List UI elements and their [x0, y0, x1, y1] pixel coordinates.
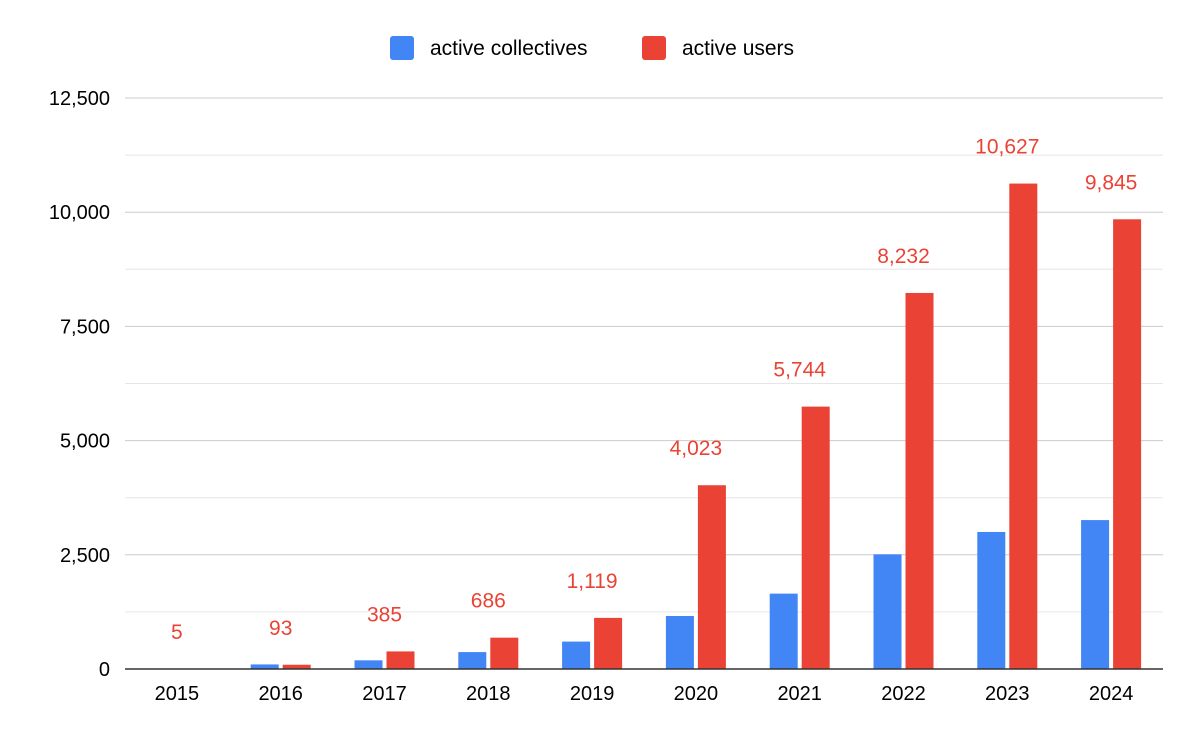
bar-active-users — [387, 651, 415, 669]
bar-active-users — [1009, 184, 1037, 669]
bar-active-users — [698, 485, 726, 669]
data-label-active-users: 1,119 — [567, 570, 618, 593]
y-tick-label: 12,500 — [49, 88, 110, 110]
y-tick-label: 7,500 — [60, 316, 110, 338]
y-tick-label: 10,000 — [49, 202, 110, 224]
x-tick-label: 2019 — [570, 683, 615, 705]
data-label-active-users: 5,744 — [773, 359, 826, 382]
bar-active-collectives — [1081, 520, 1109, 669]
legend-label: active collectives — [430, 37, 588, 60]
data-label-active-users: 8,232 — [877, 245, 930, 268]
x-tick-label: 2020 — [674, 683, 719, 705]
legend-item[interactable]: active collectives — [390, 36, 588, 60]
x-tick-label: 2018 — [466, 683, 511, 705]
bar-active-collectives — [666, 616, 694, 669]
data-label-active-users: 686 — [471, 590, 506, 613]
legend-swatch — [642, 36, 666, 60]
bar-active-collectives — [874, 554, 902, 669]
data-label-active-users: 4,023 — [670, 437, 723, 460]
bar-active-users — [1113, 219, 1141, 669]
bar-active-users — [490, 638, 518, 669]
x-tick-label: 2015 — [155, 683, 200, 705]
bar-active-collectives — [977, 532, 1005, 669]
bar-active-users — [906, 293, 934, 669]
x-tick-label: 2022 — [881, 683, 926, 705]
data-label-active-users: 93 — [269, 617, 292, 640]
gridlines — [125, 98, 1163, 612]
data-label-active-users: 385 — [367, 603, 402, 626]
y-tick-label: 0 — [99, 659, 110, 681]
bar-active-collectives — [562, 642, 590, 669]
legend-swatch — [390, 36, 414, 60]
x-tick-label: 2017 — [362, 683, 407, 705]
x-tick-label: 2021 — [777, 683, 822, 705]
bar-active-collectives — [355, 660, 383, 669]
bar-active-collectives — [458, 652, 486, 669]
x-tick-label: 2024 — [1089, 683, 1134, 705]
bars — [179, 184, 1141, 669]
x-tick-label: 2023 — [985, 683, 1030, 705]
legend[interactable]: active collectives active users — [390, 36, 794, 60]
x-tick-label: 2016 — [258, 683, 303, 705]
legend-item[interactable]: active users — [642, 36, 794, 60]
data-label-active-users: 5 — [171, 621, 183, 644]
data-label-active-users: 10,627 — [975, 136, 1039, 159]
y-tick-label: 2,500 — [60, 545, 110, 567]
y-tick-label: 5,000 — [60, 431, 110, 453]
legend-label: active users — [682, 37, 794, 60]
bar-active-users — [802, 407, 830, 669]
bar-active-collectives — [770, 594, 798, 669]
data-label-active-users: 9,845 — [1085, 171, 1138, 194]
bar-active-users — [594, 618, 622, 669]
